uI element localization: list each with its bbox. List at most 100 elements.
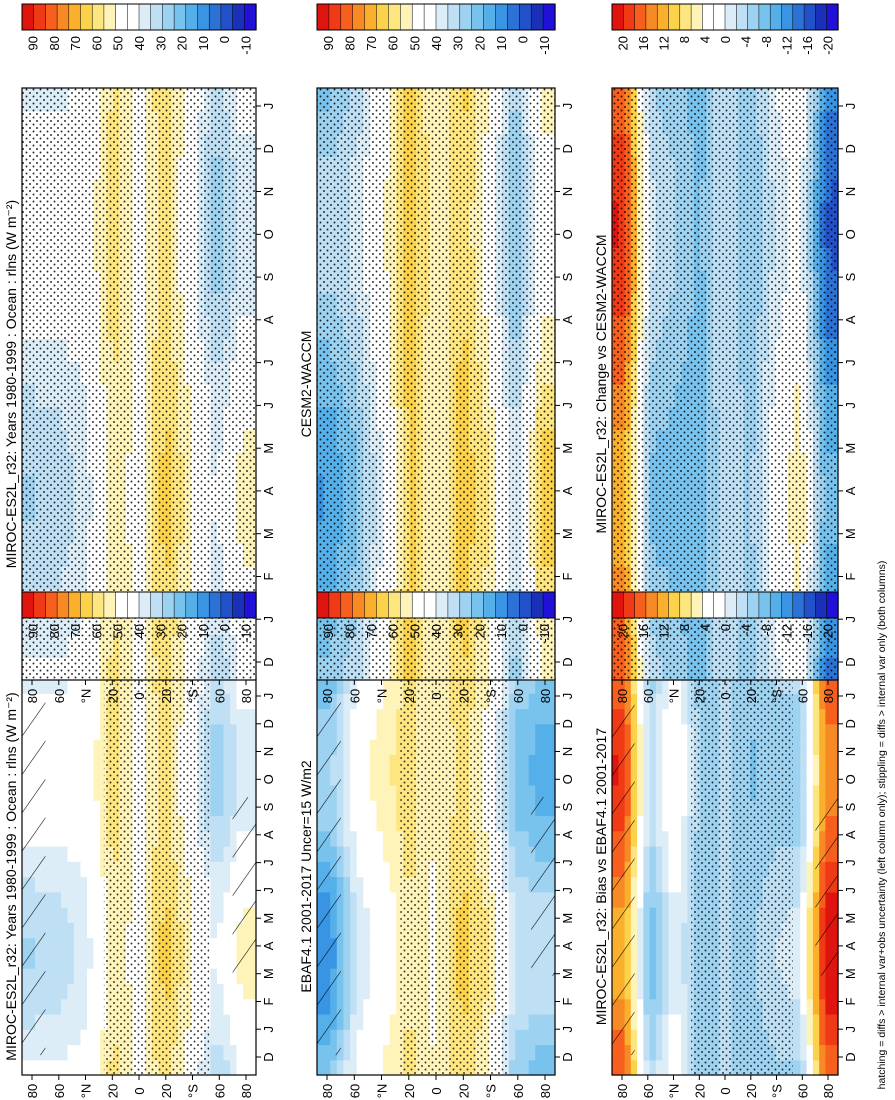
heatmap-cell [396,952,404,969]
hatching-overlay [232,797,256,976]
heatmap-cell [674,1013,682,1030]
heatmap-cell [831,1013,839,1030]
heatmap-cell [48,723,56,740]
heatmap-cell [74,754,82,771]
heatmap-cell [369,1013,378,1030]
heatmap-cell [217,784,225,801]
heatmap-cell [806,800,814,817]
heatmap-cell [800,1013,808,1030]
month-tick-label: M [261,968,276,979]
heatmap-cell [383,678,391,694]
month-tick-label: A [261,830,276,839]
heatmap-cell [356,1044,364,1061]
lat-tick-label: 60 [347,1084,362,1098]
heatmap-cell [350,968,358,984]
heatmap-cell [535,723,543,740]
heatmap-cell [825,1059,833,1076]
heatmap-cell [336,678,344,694]
heatmap-cell [249,723,257,740]
heatmap-cell [806,1059,814,1076]
heatmap-cell [80,922,88,939]
month-tick-label: J [560,402,575,409]
heatmap-cell [350,907,358,923]
heatmap-cell [343,1044,351,1061]
heatmap-cell [356,678,364,694]
heatmap-cell [93,723,101,740]
heatmap-cell [22,678,30,694]
heatmap-cell [674,769,682,786]
heatmap-cell [535,983,543,1000]
heatmap-cell [80,907,88,923]
heatmap-cell [28,1059,36,1076]
heatmap-cell [383,876,391,893]
heatmap-cell [528,693,536,710]
heatmap-cell [210,800,218,817]
lat-tick-label: 20 [402,1084,417,1098]
heatmap-cell [681,723,688,740]
heatmap-cell [655,1044,663,1061]
heatmap-cell [350,708,358,725]
heatmap-cell [668,891,676,908]
heatmap-cell [383,846,391,862]
month-tick-label: J [843,693,858,700]
heatmap-cell [223,861,231,878]
heatmap-cell [819,1013,827,1030]
heatmap-cell [343,968,351,984]
month-tick-label: A [843,941,858,950]
heatmap-cell [363,907,371,923]
heatmap-cell [48,861,56,878]
heatmap-cell [800,769,808,786]
heatmap-cell [515,968,523,984]
heatmap-cell [343,784,351,801]
heatmap-cell [674,723,682,740]
heatmap-cell [389,815,397,832]
heatmap-cell [350,678,358,694]
heatmap-cell [67,983,75,1000]
heatmap-cell [528,708,536,725]
heatmap-cell [61,800,69,817]
heatmap-cell [508,861,516,878]
heatmap-cell [363,1029,371,1046]
heatmap-cell [662,693,670,710]
heatmap-cell [230,708,238,725]
heatmap-cell [794,784,801,801]
heatmap-cell [249,983,257,1000]
heatmap-cell [61,784,69,801]
heatmap-cell [67,937,75,954]
heatmap-cell [668,861,676,878]
heatmap-cell [662,998,670,1015]
heatmap-cell [662,983,670,1000]
heatmap-cell [369,693,378,710]
heatmap-cell [806,846,814,862]
heatmap-cell [383,800,391,817]
lat-tick-label: 60 [52,689,67,703]
heatmap-cell [67,678,75,694]
heatmap-cell [655,1013,663,1030]
lat-tick-label: °S [770,1084,785,1098]
heatmap-cell [800,937,808,954]
heatmap-cell [396,1059,404,1076]
heatmap-cell [61,754,69,771]
heatmap-cell [87,754,95,771]
heatmap-cell [74,678,82,694]
heatmap-cell [831,678,839,694]
heatmap-cell [535,708,543,725]
heatmap-cell [794,891,801,908]
month-tick-label: J [560,616,575,623]
heatmap-cell [61,708,69,725]
heatmap-cell [343,891,351,908]
heatmap-cell [210,968,218,984]
heatmap-cell [383,968,391,984]
heatmap-cell [806,754,814,771]
heatmap-cell [794,876,801,893]
heatmap-cell [41,1059,49,1076]
heatmap-cell [389,968,397,984]
heatmap-cell [794,693,801,710]
heatmap-cell [649,784,657,801]
heatmap-cell [369,952,378,969]
heatmap-cell [528,1029,536,1046]
heatmap-cell [674,678,682,694]
heatmap-cell [369,800,378,817]
stippling-overlay [103,678,210,1075]
heatmap-cell [662,754,670,771]
